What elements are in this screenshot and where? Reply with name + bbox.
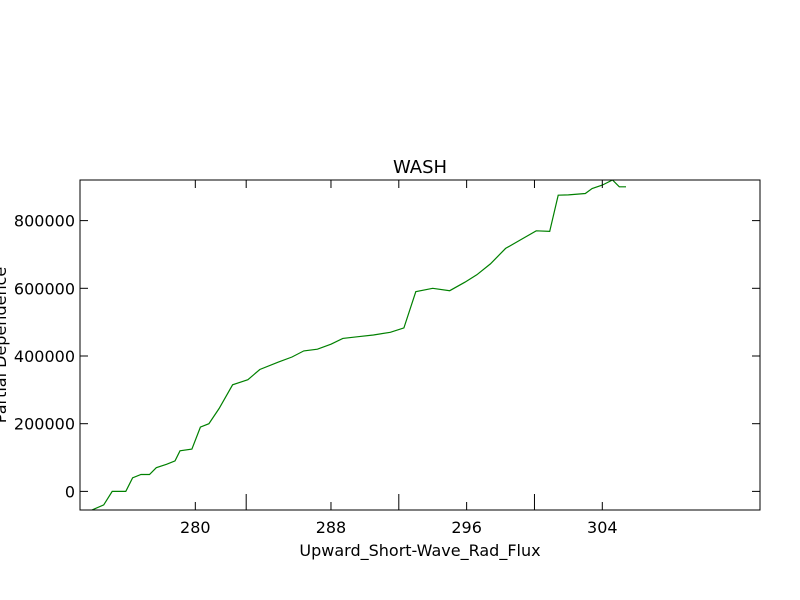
chart-title: WASH — [393, 157, 447, 178]
x-tick-label: 296 — [451, 518, 482, 537]
y-tick-label: 800000 — [14, 212, 75, 231]
y-tick-label: 600000 — [14, 279, 75, 298]
y-tick-label: 400000 — [14, 347, 75, 366]
x-axis-ticks: 280 288 296 304 — [180, 180, 618, 537]
x-tick-label: 288 — [316, 518, 347, 537]
y-tick-label: 200000 — [14, 415, 75, 434]
x-tick-label: 304 — [587, 518, 618, 537]
y-axis-ticks: 0 200000 400000 600000 800000 — [14, 212, 760, 501]
series-layer — [91, 180, 626, 510]
y-tick-label: 0 — [65, 482, 75, 501]
x-tick-label: 280 — [180, 518, 211, 537]
plot-area-frame — [79, 179, 761, 511]
x-axis-label: Upward_Short-Wave_Rad_Flux — [299, 541, 540, 561]
y-axis-label: Partial Dependence — [0, 267, 10, 423]
series-line-0 — [91, 180, 626, 510]
